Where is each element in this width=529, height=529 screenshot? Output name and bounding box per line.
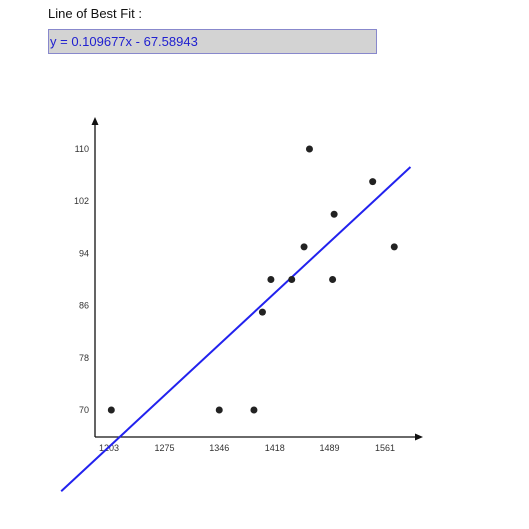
x-tick-label: 1346 xyxy=(209,443,229,453)
fit-label: Line of Best Fit : xyxy=(48,6,142,21)
x-tick-label: 1275 xyxy=(154,443,174,453)
axes xyxy=(91,117,423,441)
x-tick-labels: 120312751346141814891561 xyxy=(99,443,395,453)
x-tick-label: 1489 xyxy=(319,443,339,453)
x-tick-label: 1418 xyxy=(265,443,285,453)
y-tick-label: 102 xyxy=(74,196,89,206)
data-point xyxy=(369,178,377,186)
data-point xyxy=(329,276,337,283)
data-point xyxy=(267,276,275,283)
equation-field[interactable]: y = 0.109677x - 67.58943 xyxy=(48,29,377,54)
best-fit-line xyxy=(60,166,412,492)
data-point xyxy=(215,406,223,414)
data-point xyxy=(107,406,115,414)
data-points xyxy=(107,145,398,414)
data-point xyxy=(288,276,296,283)
y-tick-label: 78 xyxy=(79,353,89,363)
y-tick-label: 94 xyxy=(79,248,89,258)
data-point xyxy=(300,243,308,251)
y-tick-labels: 70 78 86 94 102 110 xyxy=(74,144,89,415)
y-tick-label: 70 xyxy=(79,405,89,415)
y-tick-label: 86 xyxy=(79,301,89,311)
data-point xyxy=(305,145,313,153)
y-tick-label: 110 xyxy=(75,144,89,154)
data-point xyxy=(330,210,338,218)
x-tick-label: 1561 xyxy=(375,443,395,453)
y-axis-arrow xyxy=(91,117,99,125)
data-point xyxy=(390,243,398,251)
data-point xyxy=(250,406,258,414)
x-axis-arrow xyxy=(415,433,423,441)
data-point xyxy=(258,308,266,316)
